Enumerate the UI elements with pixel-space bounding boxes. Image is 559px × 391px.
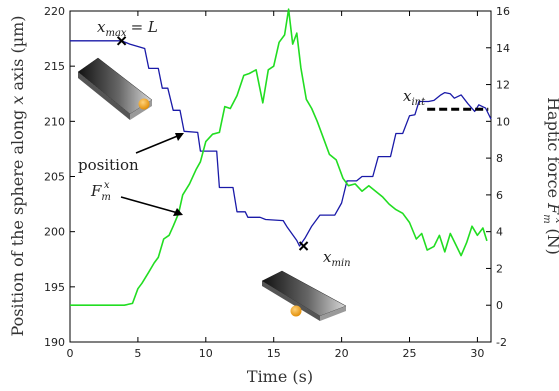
y-right-tick-label: 0 bbox=[496, 299, 503, 312]
series-layer bbox=[70, 8, 492, 307]
y-left-tick-label: 210 bbox=[44, 115, 65, 128]
y-left-axis-ticks: 190 195 200 205 210 215 220 bbox=[44, 5, 75, 349]
y-right-tick-label: 2 bbox=[496, 262, 503, 275]
position-arrow bbox=[135, 133, 184, 154]
force-label: Fmx bbox=[90, 180, 111, 203]
x-tick-label: 5 bbox=[134, 347, 141, 360]
force-arrow-shaft bbox=[120, 196, 179, 214]
x-axis-ticks: 0 5 10 15 20 25 30 bbox=[67, 11, 484, 360]
xint-label: xint bbox=[403, 87, 426, 108]
x-tick-label: 10 bbox=[199, 347, 213, 360]
y-left-axis-label: Position of the sphere along x axis (µm) bbox=[8, 15, 27, 336]
xmin-label: xmin bbox=[323, 248, 351, 269]
x-tick-label: 30 bbox=[470, 347, 484, 360]
force-arrow bbox=[120, 196, 183, 216]
y-left-tick-label: 195 bbox=[44, 281, 65, 294]
y-left-tick-label: 190 bbox=[44, 336, 65, 349]
force-arrow-head bbox=[173, 208, 183, 216]
x-tick-label: 0 bbox=[67, 347, 74, 360]
y-left-tick-label: 215 bbox=[44, 60, 65, 73]
y-right-tick-label: 10 bbox=[496, 115, 510, 128]
y-right-tick-label: 14 bbox=[496, 42, 510, 55]
xint-annotation: xint bbox=[403, 87, 489, 111]
cantilever-illustration-top bbox=[77, 57, 153, 120]
x-tick-label: 15 bbox=[267, 347, 281, 360]
xmax-annotation: xmax = L bbox=[97, 18, 158, 46]
y-right-tick-label: 4 bbox=[496, 226, 503, 239]
y-right-tick-label: -2 bbox=[496, 336, 507, 349]
cantilever-illustration-bottom bbox=[261, 270, 347, 321]
y-right-axis-ticks: -2 0 2 4 6 8 10 12 14 16 bbox=[486, 5, 510, 349]
x-tick-label: 20 bbox=[335, 347, 349, 360]
xmin-annotation: xmin bbox=[298, 241, 351, 269]
position-label: position bbox=[78, 156, 139, 174]
xmin-cross-marker bbox=[298, 241, 309, 251]
y-right-tick-label: 12 bbox=[496, 79, 510, 92]
y-right-axis-label: Haptic force Fmx (N) bbox=[541, 97, 559, 255]
y-left-tick-label: 220 bbox=[44, 5, 65, 18]
y-right-tick-label: 6 bbox=[496, 189, 503, 202]
x-tick-label: 25 bbox=[403, 347, 417, 360]
force-series-line bbox=[70, 8, 488, 307]
x-axis-label: Time (s) bbox=[247, 367, 313, 386]
y-right-tick-label: 8 bbox=[496, 152, 503, 165]
position-series-line bbox=[70, 40, 492, 247]
xmax-cross-marker bbox=[116, 36, 127, 46]
y-left-tick-label: 205 bbox=[44, 171, 65, 184]
xmax-label: xmax = L bbox=[97, 18, 158, 39]
y-right-tick-label: 16 bbox=[496, 5, 510, 18]
y-left-tick-label: 200 bbox=[44, 226, 65, 239]
